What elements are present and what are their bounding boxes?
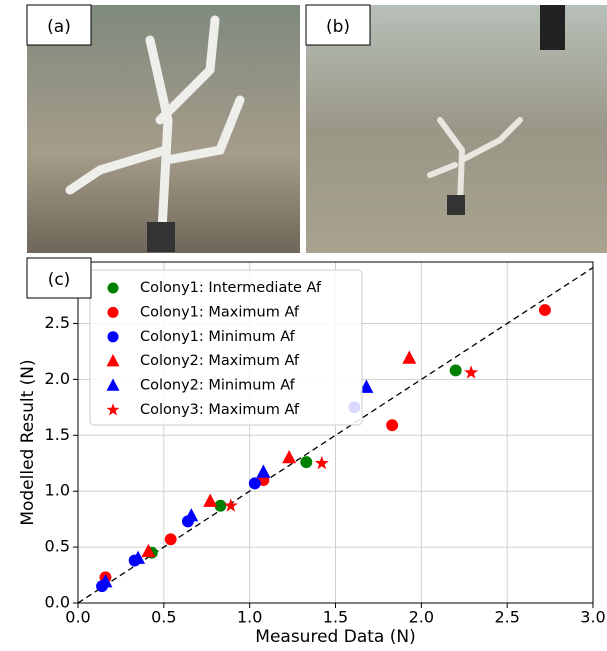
figure: (a) (b) 0.00.51.01.52.02.53.00.00.51.01.… — [0, 0, 607, 651]
x-tick-label: 0.5 — [151, 608, 176, 627]
legend-label: Colony2: Maximum Af — [140, 353, 300, 369]
y-tick-label: 2.5 — [45, 313, 70, 332]
panel-label: (c) — [48, 270, 71, 290]
legend-label: Colony1: Maximum Af — [140, 304, 300, 320]
legend-label: Colony1: Intermediate Af — [140, 280, 322, 296]
y-tick-label: 0.5 — [45, 537, 70, 556]
x-tick-label: 1.5 — [323, 608, 348, 627]
legend-label: Colony3: Maximum Af — [140, 402, 300, 418]
y-tick-label: 0.0 — [45, 593, 70, 612]
x-tick-label: 2.0 — [409, 608, 434, 627]
y-axis-title: Modelled Result (N) — [18, 359, 38, 525]
legend-label: Colony1: Minimum Af — [140, 329, 296, 345]
x-axis-title: Measured Data (N) — [255, 627, 415, 647]
point — [249, 477, 261, 489]
photo-b: (b) — [306, 5, 607, 253]
point — [386, 419, 398, 431]
y-tick-label: 1.5 — [45, 425, 70, 444]
photo-a: (a) — [27, 5, 300, 253]
point — [539, 304, 551, 316]
x-tick-label: 2.5 — [494, 608, 519, 627]
x-tick-label: 3.0 — [580, 608, 605, 627]
panel-label: (b) — [326, 17, 350, 37]
point — [165, 533, 177, 545]
x-tick-label: 1.0 — [237, 608, 262, 627]
point — [450, 364, 462, 376]
legend-marker — [107, 282, 118, 293]
legend-marker — [107, 331, 118, 342]
legend-marker — [107, 307, 118, 318]
y-tick-label: 1.0 — [45, 481, 70, 500]
point — [300, 456, 312, 468]
panel-label: (a) — [47, 17, 71, 37]
legend-label: Colony2: Minimum Af — [140, 378, 296, 394]
y-tick-label: 2.0 — [45, 369, 70, 388]
